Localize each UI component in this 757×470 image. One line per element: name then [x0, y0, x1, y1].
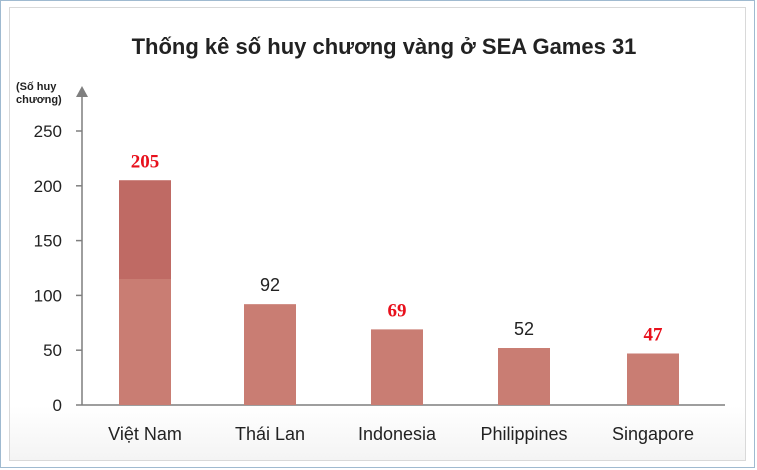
bar-value-label: 205 [131, 151, 160, 172]
y-tick-label: 50 [43, 341, 62, 360]
category-label: Thái Lan [235, 424, 305, 444]
category-label: Singapore [612, 424, 694, 444]
y-tick-label: 150 [34, 232, 62, 251]
y-axis-label-line-2: chương) [16, 94, 62, 106]
bar-value-label: 92 [260, 275, 280, 295]
y-tick-label: 250 [34, 122, 62, 141]
y-tick-label: 0 [53, 396, 62, 415]
bar [371, 329, 423, 405]
category-label: Việt Nam [108, 424, 182, 444]
bar-value-label: 69 [388, 300, 407, 321]
chart-title: Thống kê số huy chương vàng ở SEA Games … [132, 34, 637, 59]
bar [244, 304, 296, 405]
bar [498, 348, 550, 405]
bar-upper-shade [119, 180, 171, 279]
bar [627, 353, 679, 405]
category-label: Philippines [480, 424, 567, 444]
y-axis-arrow [76, 86, 88, 97]
category-label: Indonesia [358, 424, 437, 444]
y-tick-label: 200 [34, 177, 62, 196]
y-tick-label: 100 [34, 286, 62, 305]
bar-value-label: 52 [514, 319, 534, 339]
bar-value-label: 47 [644, 324, 664, 345]
y-axis-label-line-1: (Số huy [16, 81, 57, 93]
